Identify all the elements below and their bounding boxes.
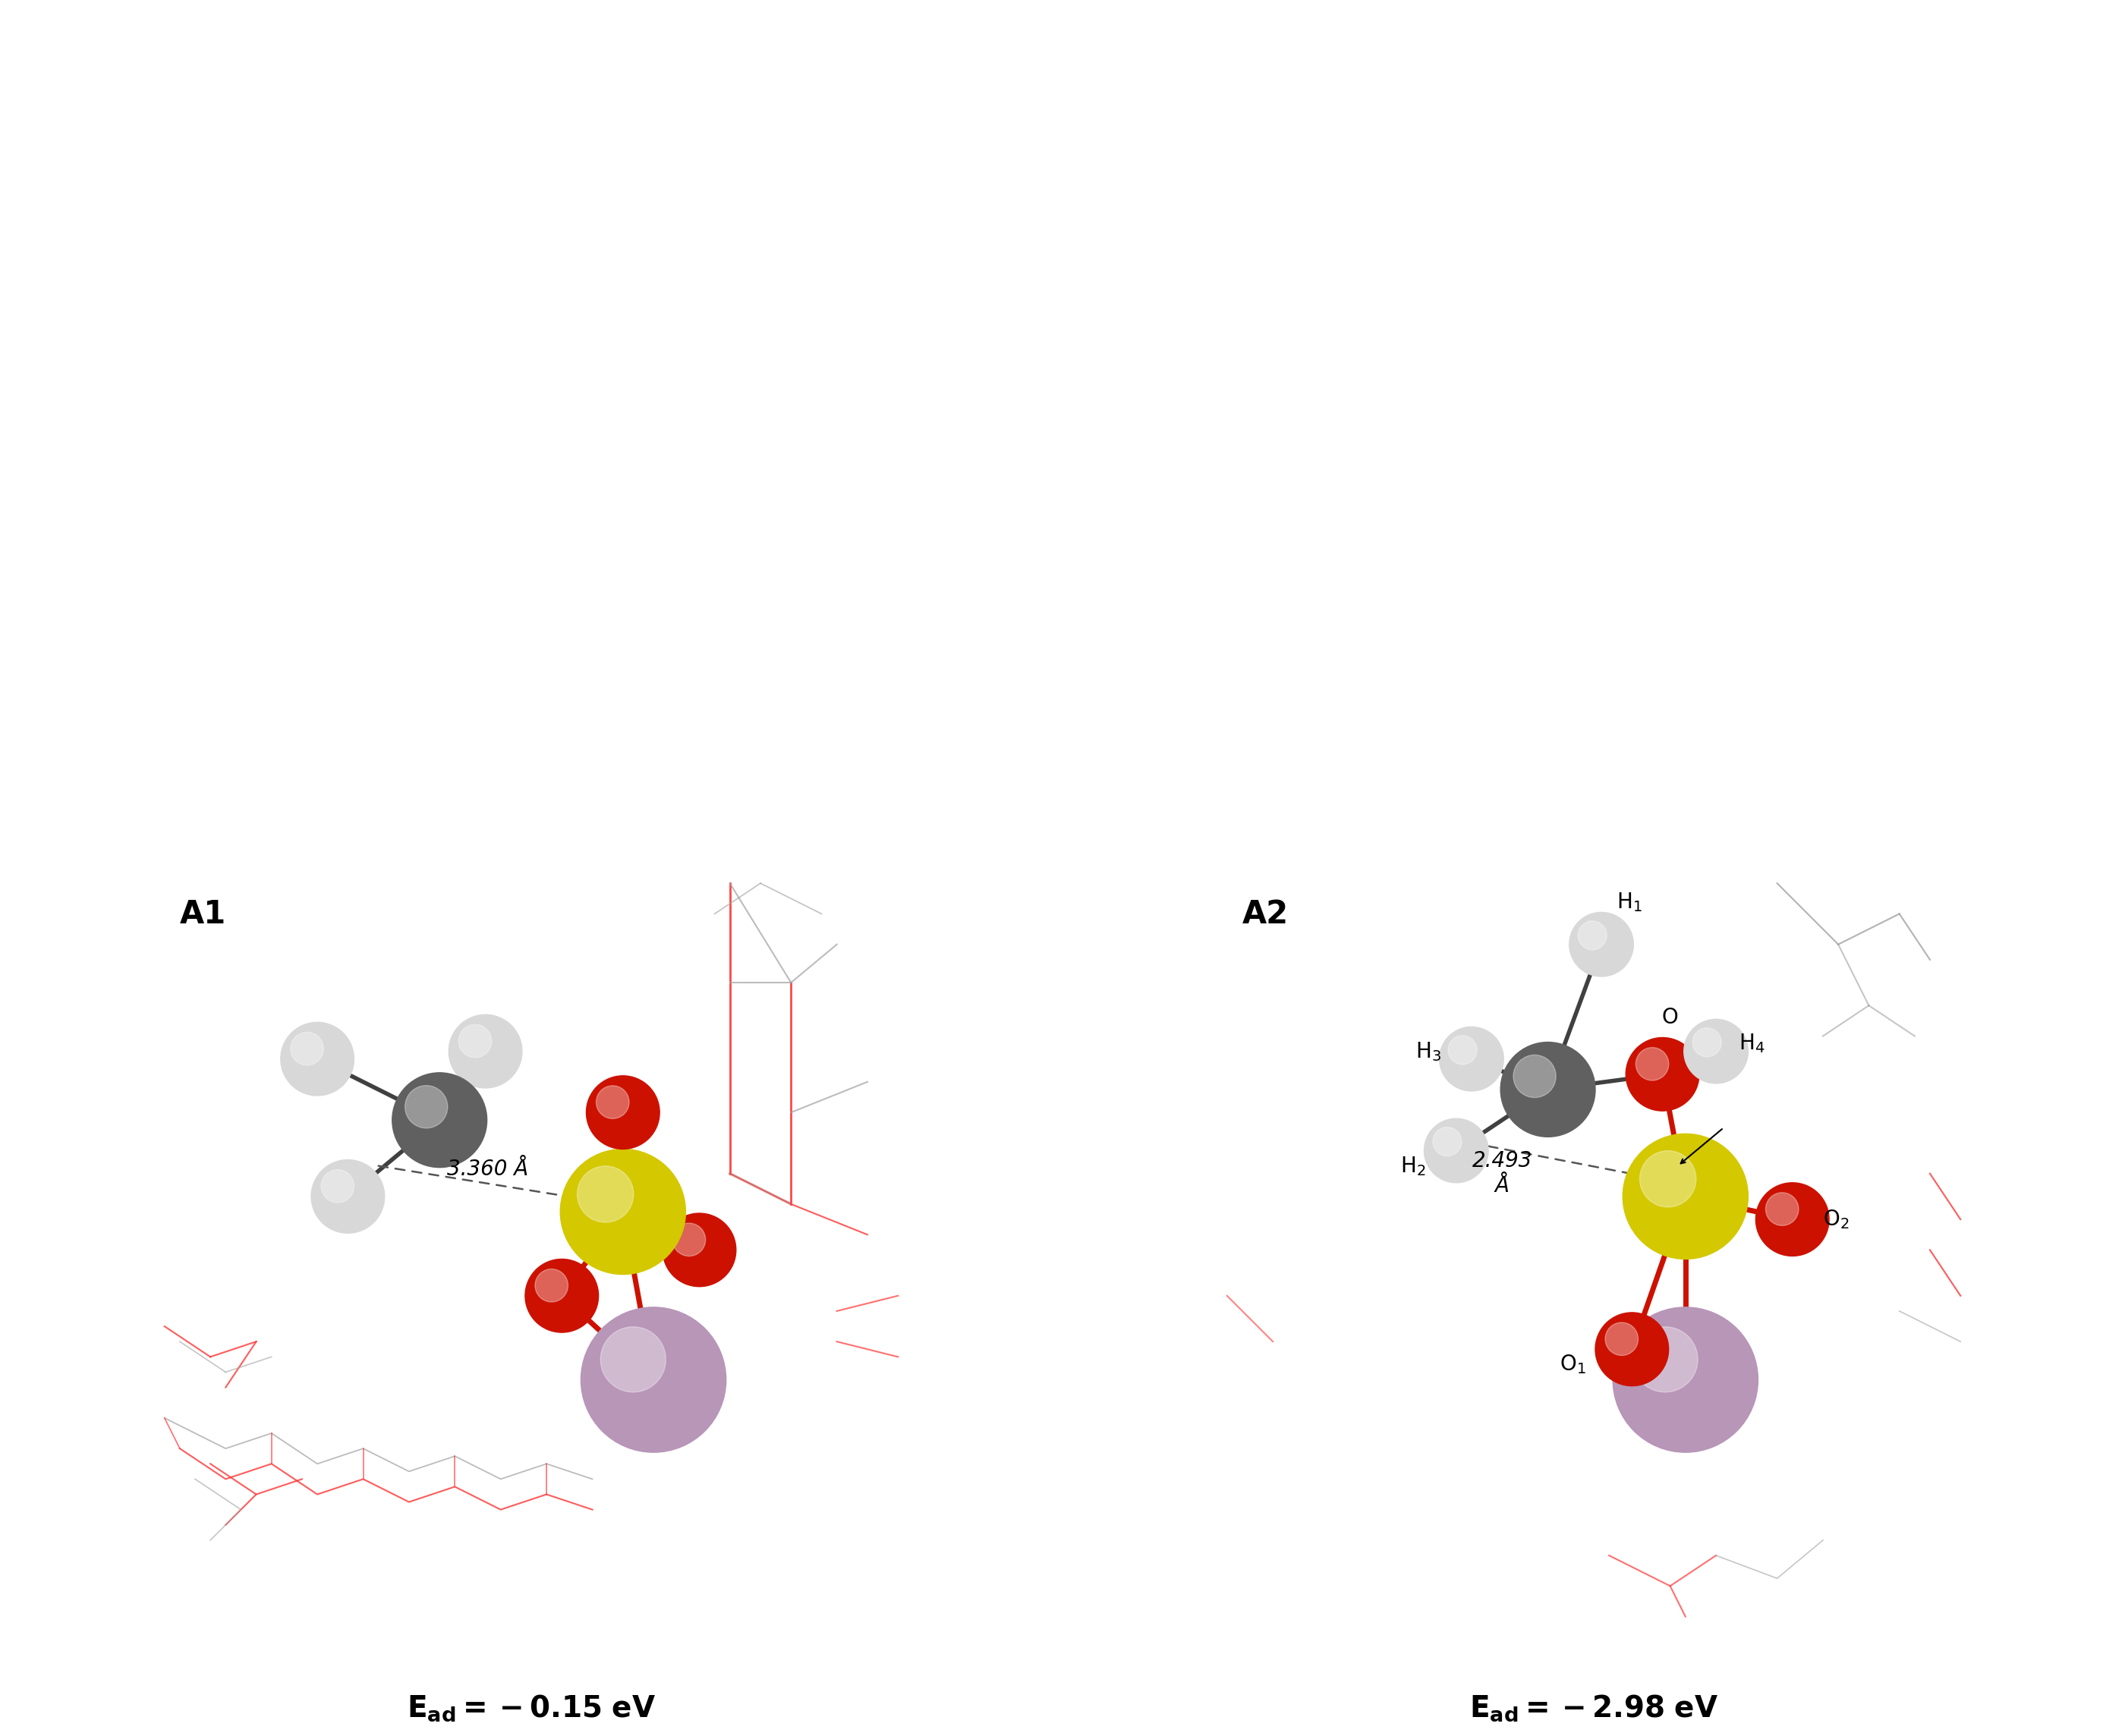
Circle shape (674, 1224, 706, 1257)
Text: H$_4$: H$_4$ (1738, 1033, 1766, 1055)
Circle shape (1623, 1134, 1749, 1259)
Text: A2: A2 (1243, 899, 1288, 930)
Circle shape (525, 1259, 599, 1333)
Circle shape (321, 1170, 355, 1203)
Circle shape (406, 1085, 448, 1128)
Circle shape (601, 1326, 665, 1392)
Circle shape (1596, 1312, 1668, 1385)
Circle shape (1513, 1055, 1555, 1097)
Text: O$_1$: O$_1$ (1560, 1352, 1585, 1377)
Circle shape (393, 1073, 487, 1167)
Text: H$_1$: H$_1$ (1617, 891, 1643, 913)
Circle shape (291, 1033, 323, 1066)
Circle shape (1613, 1307, 1757, 1453)
Text: A1: A1 (181, 899, 225, 930)
Circle shape (1579, 922, 1606, 950)
Circle shape (1424, 1118, 1487, 1182)
Text: O$_2$: O$_2$ (1823, 1208, 1849, 1231)
Circle shape (1683, 1019, 1749, 1083)
Text: 2.493
Å: 2.493 Å (1473, 1151, 1532, 1196)
Circle shape (1626, 1038, 1700, 1111)
Circle shape (1694, 1028, 1721, 1057)
Circle shape (1432, 1127, 1462, 1156)
Circle shape (310, 1160, 385, 1233)
Circle shape (1632, 1326, 1698, 1392)
Circle shape (586, 1076, 659, 1149)
Circle shape (1447, 1036, 1477, 1064)
Circle shape (580, 1307, 727, 1453)
Text: O: O (1662, 1007, 1679, 1028)
Text: H$_2$: H$_2$ (1400, 1154, 1426, 1177)
Circle shape (578, 1167, 633, 1222)
Circle shape (448, 1014, 523, 1088)
Circle shape (1766, 1193, 1798, 1226)
Circle shape (280, 1023, 355, 1095)
Circle shape (663, 1213, 735, 1286)
Text: $\mathbf{E_{ad} = -0.15\ eV}$: $\mathbf{E_{ad} = -0.15\ eV}$ (406, 1693, 657, 1724)
Circle shape (459, 1024, 491, 1057)
Circle shape (1500, 1042, 1596, 1137)
Text: 3.360 Å: 3.360 Å (446, 1158, 529, 1179)
Circle shape (1604, 1323, 1638, 1356)
Text: H$_3$: H$_3$ (1415, 1040, 1441, 1062)
Circle shape (536, 1269, 567, 1302)
Circle shape (597, 1085, 629, 1118)
Circle shape (1439, 1028, 1504, 1090)
Circle shape (1636, 1047, 1668, 1080)
Circle shape (1568, 913, 1634, 976)
Circle shape (561, 1149, 686, 1274)
Text: $\mathbf{E_{ad} = -2.98\ eV}$: $\mathbf{E_{ad} = -2.98\ eV}$ (1468, 1693, 1719, 1724)
Circle shape (1755, 1182, 1830, 1257)
Circle shape (1640, 1151, 1696, 1207)
